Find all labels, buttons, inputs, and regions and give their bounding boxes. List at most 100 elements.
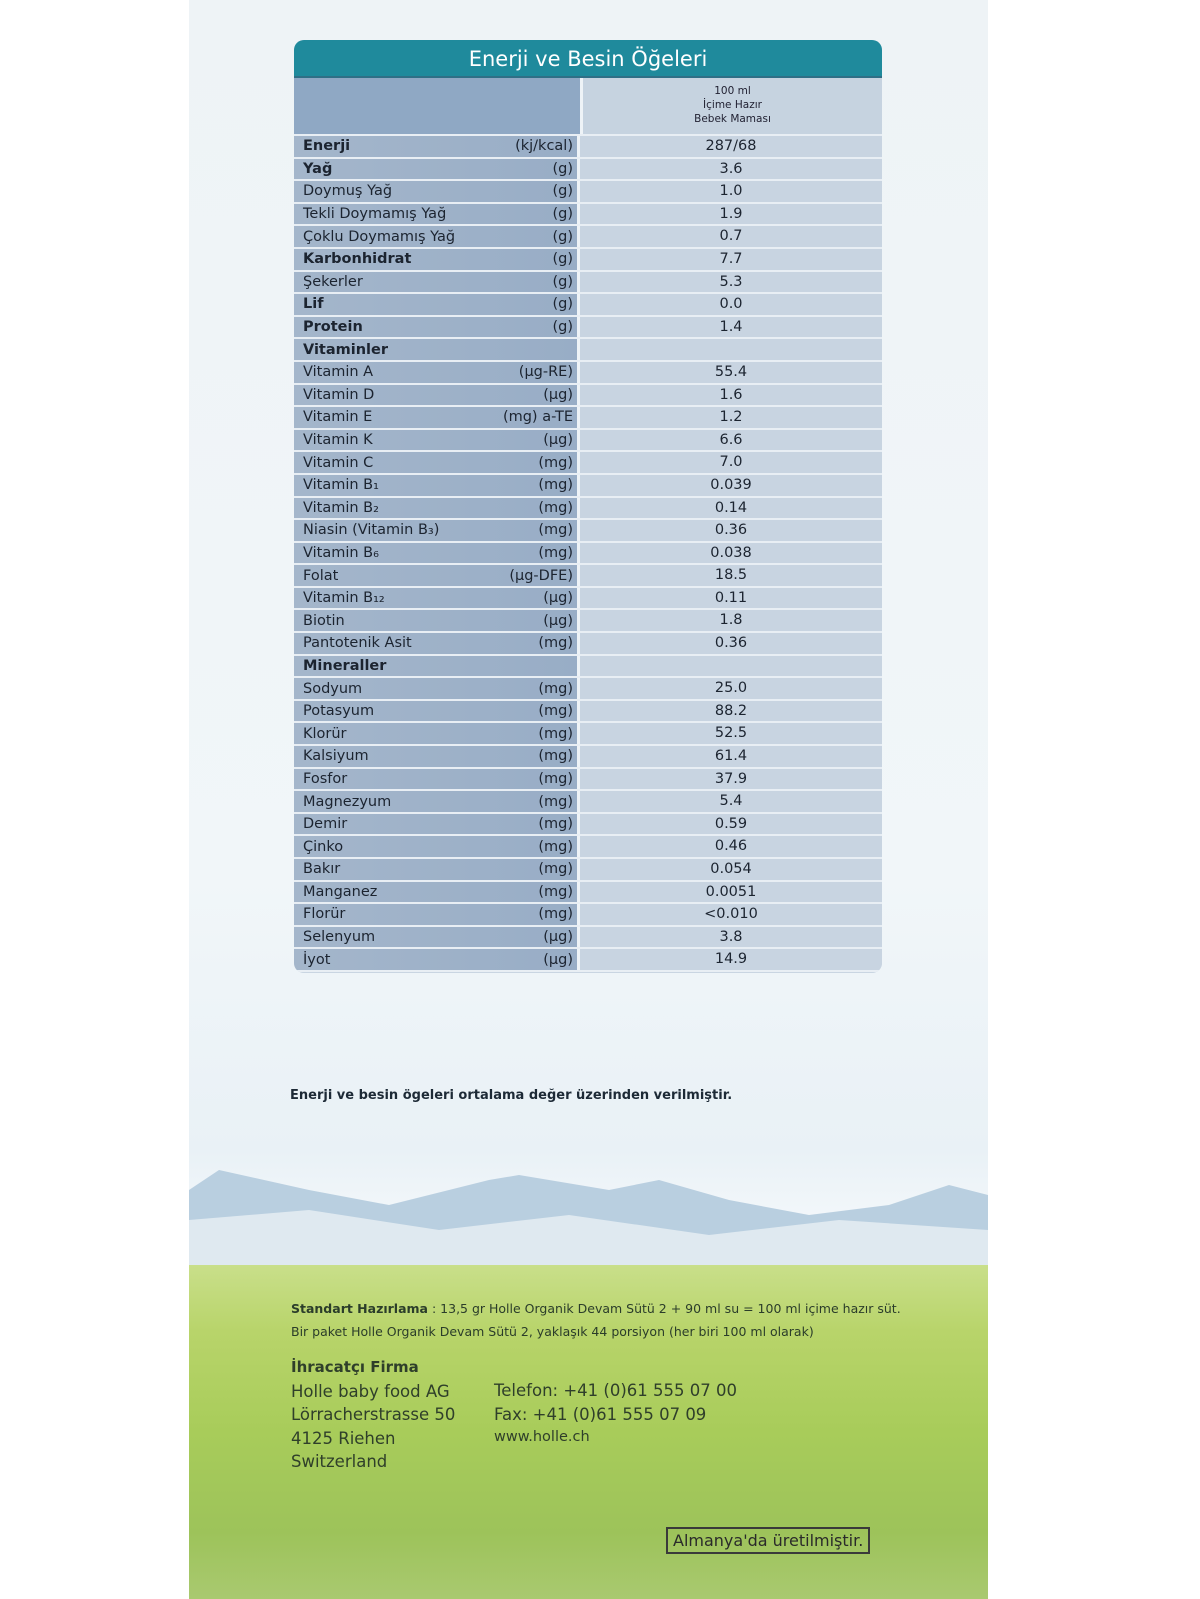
nutrient-name: Niasin (Vitamin B₃) bbox=[303, 522, 440, 539]
nutrient-name: Enerji bbox=[303, 138, 351, 155]
nutrient-name: Vitamin B₂ bbox=[303, 499, 379, 516]
table-row: Kalsiyum (mg) 61.4 bbox=[294, 746, 882, 769]
table-row: Fosfor (mg) 37.9 bbox=[294, 768, 882, 792]
nutrient-name: Vitamin B₆ bbox=[303, 544, 379, 561]
table-row: Pantotenik Asit (mg) 0.36 bbox=[294, 633, 882, 656]
nutrient-name: Vitamin B₁ bbox=[303, 477, 379, 494]
nutrient-unit: (g) bbox=[552, 296, 573, 313]
nutrient-unit: (µg-RE) bbox=[518, 364, 573, 381]
nutrient-unit: (mg) bbox=[538, 544, 573, 561]
nutrient-unit: (µg) bbox=[543, 929, 573, 946]
nutrient-unit: (mg) bbox=[538, 793, 573, 810]
nutrient-value: 7.7 bbox=[580, 248, 882, 270]
nutrient-value: 1.6 bbox=[580, 384, 882, 406]
nutrient-value: 0.0 bbox=[580, 294, 882, 315]
table-row: Bakır (mg) 0.054 bbox=[294, 859, 882, 882]
preparation-line: Standart Hazırlama : 13,5 gr Holle Organ… bbox=[291, 1301, 901, 1316]
nutrient-value: 3.6 bbox=[580, 158, 882, 180]
nutrient-unit: (mg) a-TE bbox=[502, 409, 573, 426]
nutrient-name: Çoklu Doymamış Yağ bbox=[303, 228, 456, 245]
nutrient-name: Fosfor bbox=[303, 770, 348, 787]
nutrient-value: 55.4 bbox=[580, 361, 882, 383]
nutrient-name: Vitamin A bbox=[303, 364, 374, 381]
table-row: Mineraller bbox=[294, 655, 882, 679]
column-header: 100 ml İçime Hazır Bebek Maması bbox=[294, 78, 882, 136]
table-row: Vitaminler bbox=[294, 339, 882, 362]
average-value-note: Enerji ve besin ögeleri ortalama değer ü… bbox=[290, 1088, 733, 1103]
table-row: Doymuş Yağ (g) 1.0 bbox=[294, 181, 882, 204]
nutrient-unit: (g) bbox=[552, 319, 573, 336]
exporter-contact: Telefon: +41 (0)61 555 07 00 Fax: +41 (0… bbox=[494, 1379, 737, 1450]
nutrient-unit: (g) bbox=[552, 160, 573, 177]
nutrient-value: 6.6 bbox=[580, 429, 882, 451]
nutrient-unit: (mg) bbox=[538, 680, 573, 697]
table-row: Manganez (mg) 0.0051 bbox=[294, 881, 882, 905]
nutrient-unit: (mg) bbox=[538, 635, 573, 652]
nutrient-unit: (mg) bbox=[538, 725, 573, 742]
nutrient-name: Bakır bbox=[303, 861, 341, 878]
nutrient-value: 88.2 bbox=[580, 700, 882, 722]
nutrient-unit: (mg) bbox=[538, 906, 573, 923]
meadow-background bbox=[189, 1265, 988, 1599]
nutrient-unit: (mg) bbox=[538, 816, 573, 833]
nutrient-name: Lif bbox=[303, 296, 324, 313]
table-row: Florür (mg) <0.010 bbox=[294, 904, 882, 927]
nutrient-unit: (mg) bbox=[538, 883, 573, 900]
nutrient-name: Vitamin E bbox=[303, 409, 373, 426]
nutrient-unit: (mg) bbox=[538, 861, 573, 878]
nutrient-value: 1.2 bbox=[580, 407, 882, 428]
nutrient-unit: (g) bbox=[552, 206, 573, 223]
nutrient-unit: (µg) bbox=[543, 951, 573, 968]
nutrient-value: 25.0 bbox=[580, 678, 882, 699]
nutrient-value bbox=[580, 339, 882, 360]
nutrient-name: Vitamin B₁₂ bbox=[303, 590, 385, 607]
table-row: Vitamin B₁ (mg) 0.039 bbox=[294, 474, 882, 498]
nutrient-value: <0.010 bbox=[580, 904, 882, 925]
table-row: İyot (µg) 14.9 bbox=[294, 949, 882, 972]
nutrient-name: Magnezyum bbox=[303, 793, 392, 810]
nutrient-unit: (g) bbox=[552, 273, 573, 290]
nutrient-value bbox=[580, 655, 882, 677]
nutrient-name: Çinko bbox=[303, 838, 344, 855]
table-row: Demir (mg) 0.59 bbox=[294, 813, 882, 837]
nutrient-unit: (µg) bbox=[543, 590, 573, 607]
nutrient-name: Manganez bbox=[303, 883, 378, 900]
nutrient-unit: (mg) bbox=[538, 703, 573, 720]
nutrient-name: Vitamin C bbox=[303, 454, 374, 471]
nutrient-unit: (mg) bbox=[538, 838, 573, 855]
nutrient-name: Yağ bbox=[303, 160, 333, 177]
table-row: Lif (g) 0.0 bbox=[294, 294, 882, 317]
table-row: Vitamin K (µg) 6.6 bbox=[294, 429, 882, 453]
nutrient-name: Folat bbox=[303, 567, 339, 584]
nutrient-value: 0.36 bbox=[580, 633, 882, 654]
nutrient-name: Mineraller bbox=[303, 657, 387, 674]
table-row: Vitamin B₆ (mg) 0.038 bbox=[294, 542, 882, 566]
nutrient-name: Potasyum bbox=[303, 703, 375, 720]
nutrient-name: Tekli Doymamış Yağ bbox=[303, 206, 447, 223]
nutrient-value: 61.4 bbox=[580, 746, 882, 767]
nutrient-value: 0.11 bbox=[580, 587, 882, 609]
nutrient-unit: (mg) bbox=[538, 770, 573, 787]
table-row: Vitamin E (mg) a-TE 1.2 bbox=[294, 407, 882, 430]
nutrient-name: Şekerler bbox=[303, 273, 363, 290]
nutrient-name: Protein bbox=[303, 319, 363, 336]
table-row: Klorür (mg) 52.5 bbox=[294, 723, 882, 747]
nutrient-name: Klorür bbox=[303, 725, 347, 742]
nutrient-unit: (mg) bbox=[538, 748, 573, 765]
nutrient-value: 0.054 bbox=[580, 859, 882, 880]
nutrient-value: 0.14 bbox=[580, 497, 882, 519]
table-row: Selenyum (µg) 3.8 bbox=[294, 926, 882, 950]
nutrient-name: Florür bbox=[303, 906, 346, 923]
nutrient-name: Pantotenik Asit bbox=[303, 635, 412, 652]
nutrient-unit: (mg) bbox=[538, 499, 573, 516]
nutrient-value: 0.36 bbox=[580, 520, 882, 541]
table-title: Enerji ve Besin Öğeleri bbox=[294, 40, 882, 78]
nutrient-name: İyot bbox=[303, 951, 331, 968]
table-row: Vitamin C (mg) 7.0 bbox=[294, 452, 882, 475]
nutrient-name: Demir bbox=[303, 816, 348, 833]
nutrient-unit: (mg) bbox=[538, 454, 573, 471]
nutrient-value: 5.3 bbox=[580, 271, 882, 293]
nutrient-unit: (µg) bbox=[543, 612, 573, 629]
nutrient-unit: (g) bbox=[552, 183, 573, 200]
nutrient-value: 0.59 bbox=[580, 813, 882, 835]
